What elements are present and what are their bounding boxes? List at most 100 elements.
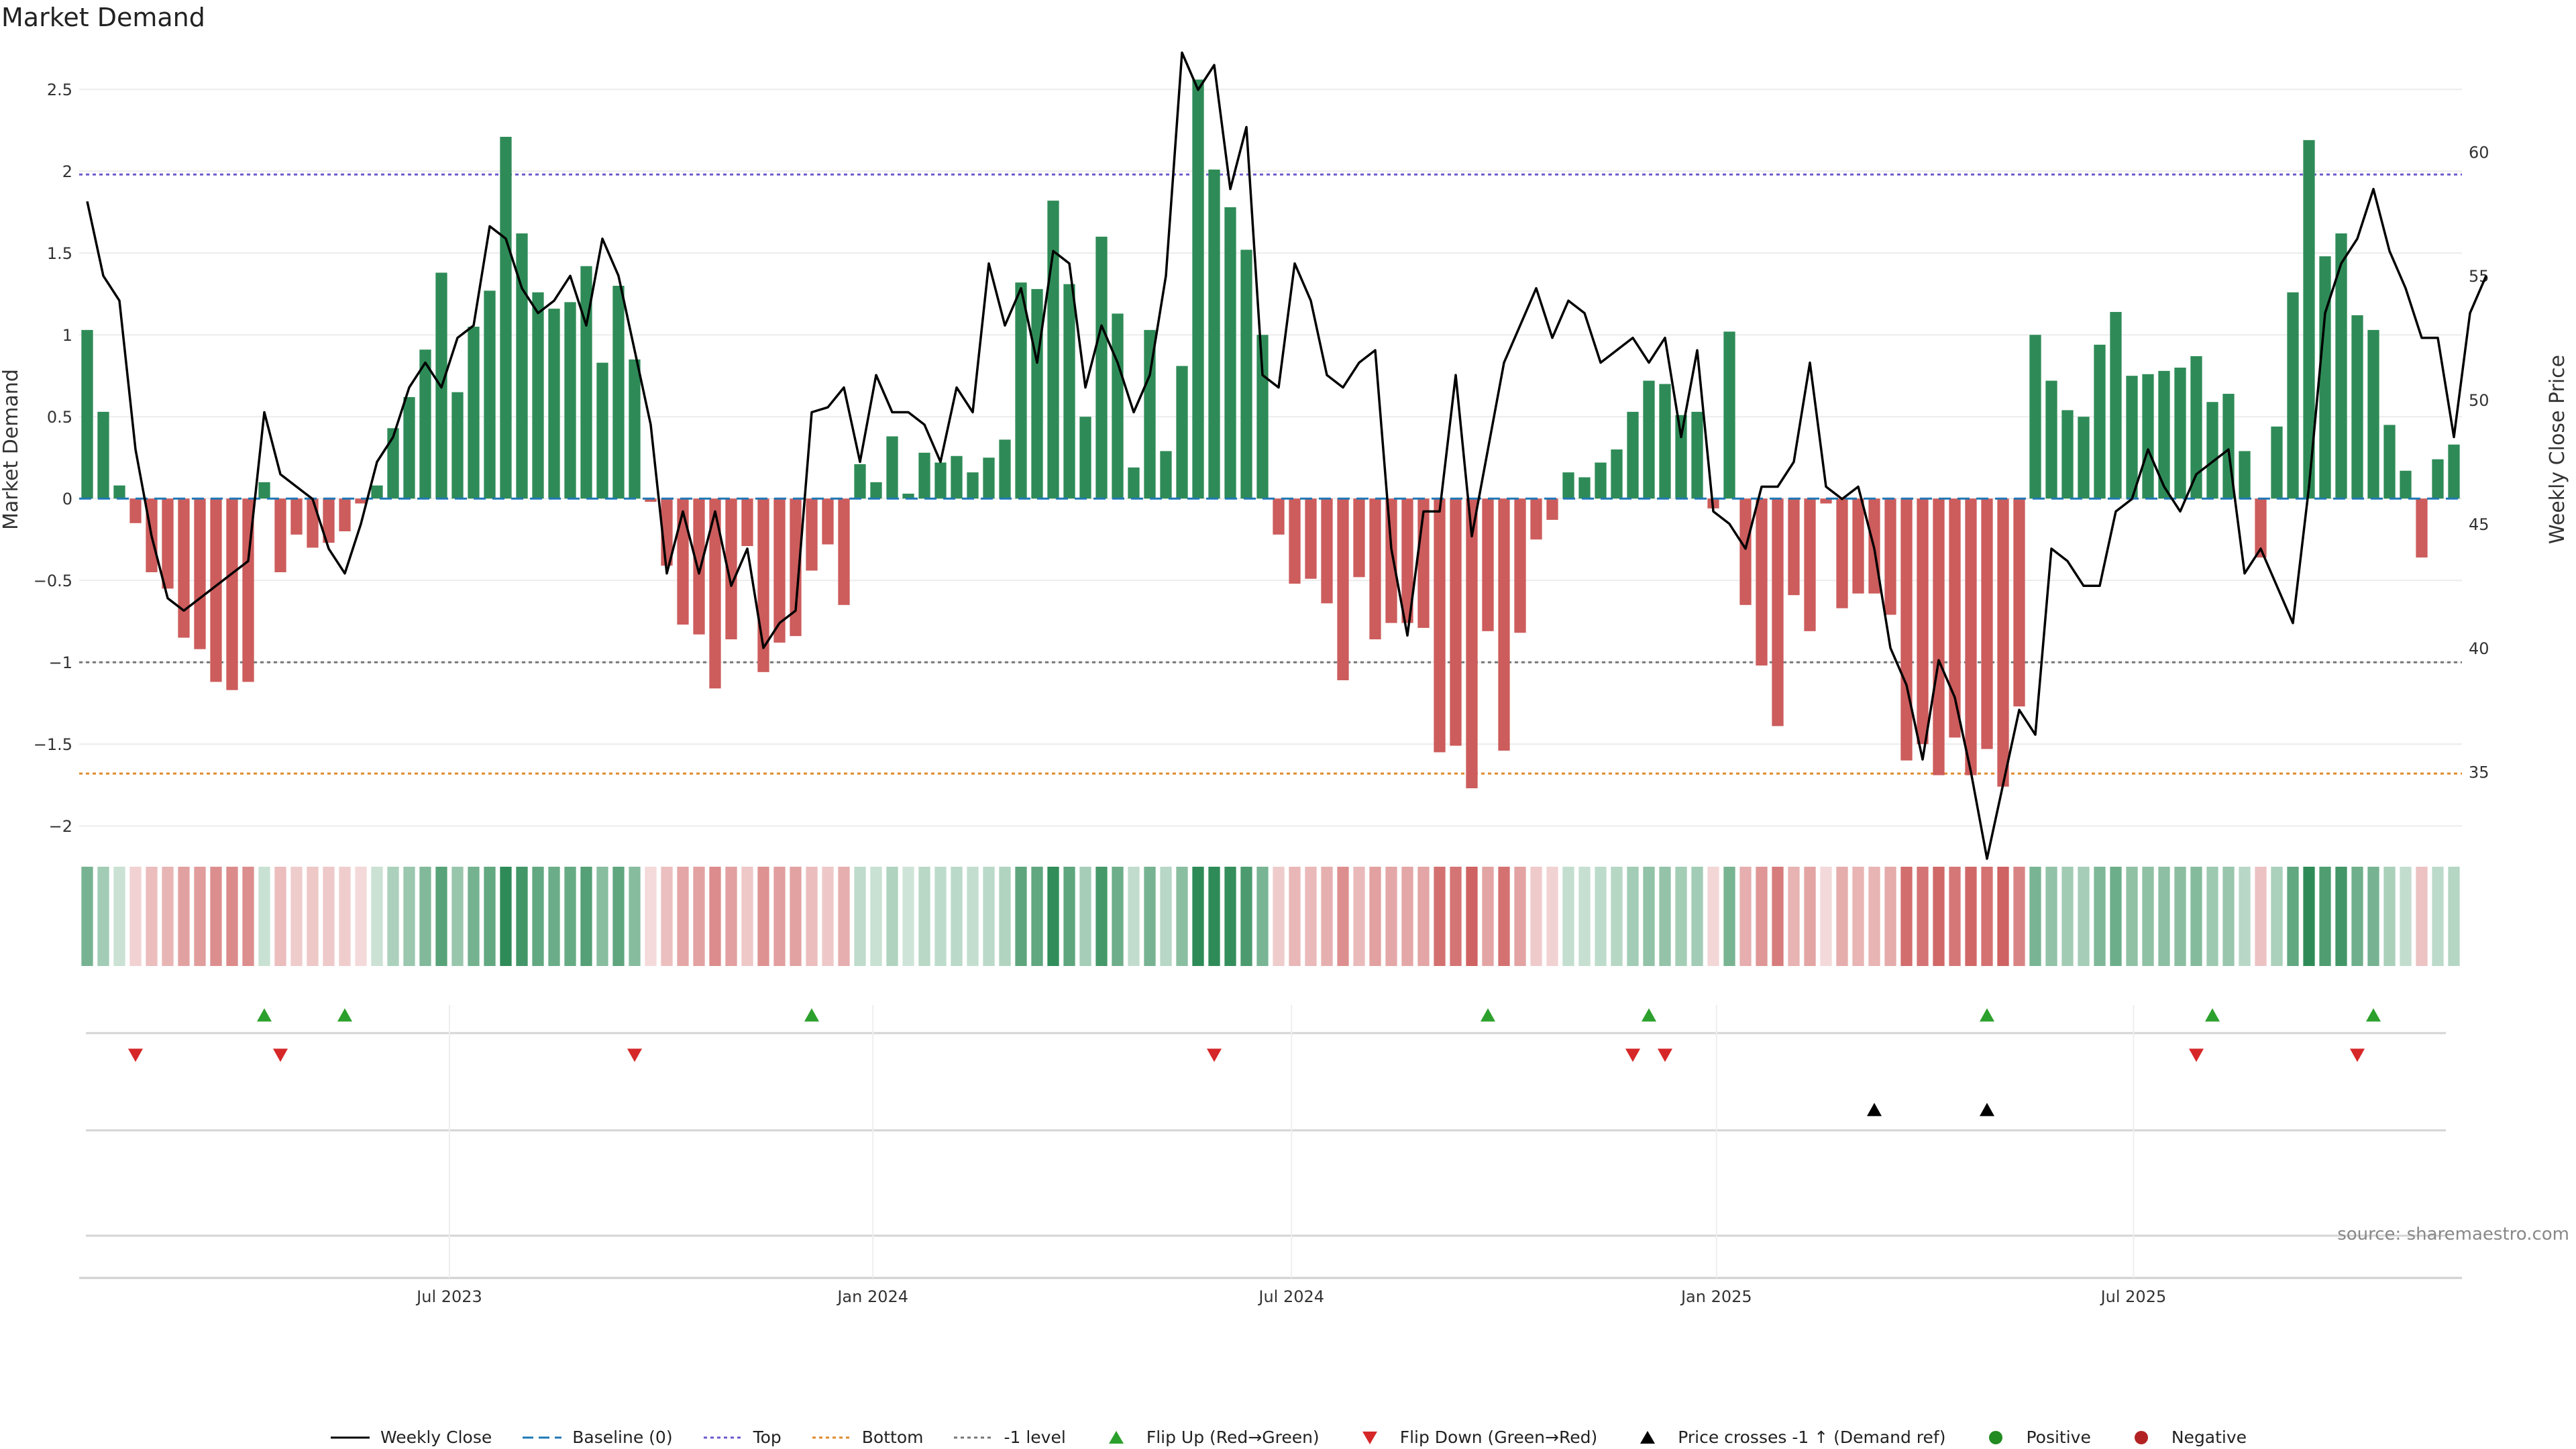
legend-item-bottom: Bottom [811, 1428, 923, 1447]
y-tick-label: 1.5 [47, 244, 72, 263]
flip-up-marker [337, 1008, 352, 1022]
heat-strip-cell [484, 867, 496, 966]
legend-item-minus1: -1 level [953, 1428, 1066, 1447]
legend: Weekly Close Baseline (0) Top Bottom -1 leve… [0, 1428, 2576, 1447]
demand-bar [371, 485, 383, 499]
demand-bar [387, 428, 399, 499]
demand-bar [2351, 315, 2363, 499]
demand-bar [500, 136, 512, 499]
heat-strip-cell [500, 867, 512, 966]
heat-strip-cell [677, 867, 689, 966]
demand-bar [2255, 498, 2267, 558]
heat-strip-cell [419, 867, 431, 966]
heat-strip-cell [532, 867, 544, 966]
heat-strip-cell [2383, 867, 2396, 966]
demand-bar [2029, 335, 2041, 499]
demand-bar [1836, 498, 1848, 608]
demand-bar [339, 498, 351, 531]
heat-strip-cell [258, 867, 270, 966]
demand-bar [1530, 498, 1542, 540]
heat-strip-cell [307, 867, 319, 966]
heat-strip-cell [1015, 867, 1027, 966]
heat-strip-cell [854, 867, 866, 966]
demand-bar [274, 498, 286, 572]
heat-strip-cell [194, 867, 206, 966]
heat-strip-cell [1256, 867, 1269, 966]
flip-down-marker [2350, 1049, 2365, 1062]
heat-strip-cell [403, 867, 415, 966]
demand-bar [1289, 498, 1301, 584]
heat-strip-cell [1160, 867, 1172, 966]
heat-strip-cell [468, 867, 480, 966]
heat-strip-cell [2013, 867, 2025, 966]
heat-strip-cell [1739, 867, 1752, 966]
heat-strip-cell [1546, 867, 1558, 966]
demand-bar [1401, 498, 1413, 623]
minus1-legend-icon [954, 1436, 994, 1438]
demand-bar [596, 362, 608, 499]
heat-strip-cell [1900, 867, 1913, 966]
y2-axis-label: Weekly Close Price [2546, 355, 2569, 544]
x-tick-label: Jul 2024 [1257, 1287, 1324, 1306]
y-tick-label: −1.5 [34, 735, 72, 754]
heat-strip-cell [2142, 867, 2154, 966]
heat-strip-cell [1933, 867, 1945, 966]
heat-strip-cell [918, 867, 930, 966]
demand-bar [838, 498, 850, 605]
heat-strip-cell [902, 867, 914, 966]
heat-strip-cell [725, 867, 737, 966]
legend-item-positive-dot: Positive [1975, 1428, 2091, 1447]
heat-strip-cell [548, 867, 560, 966]
heat-strip-cell [1192, 867, 1204, 966]
y-tick-label: 1 [62, 326, 72, 345]
demand-bar [2078, 417, 2090, 499]
demand-bar [2239, 451, 2251, 499]
heat-strip-cell [113, 867, 125, 966]
demand-bar [1659, 384, 1671, 499]
demand-bar [709, 498, 721, 689]
demand-bar [2335, 233, 2347, 499]
heat-strip-cell [1224, 867, 1236, 966]
heat-strip-cell [1611, 867, 1623, 966]
chart-title: Market Demand [1, 3, 205, 32]
demand-bar [741, 498, 753, 546]
demand-bar [934, 462, 947, 499]
y-tick-label: 0 [62, 490, 72, 508]
heat-strip-cell [2351, 867, 2363, 966]
demand-bar [1772, 498, 1784, 727]
demand-bar [645, 498, 657, 502]
y-tick-label: 2 [62, 162, 72, 181]
heat-strip-cell [2335, 867, 2347, 966]
legend-item-flip-up: Flip Up (Red→Green) [1095, 1428, 1320, 1447]
demand-bar [419, 350, 431, 499]
flip-up-marker [1481, 1008, 1495, 1022]
heat-strip-cell [387, 867, 399, 966]
heat-strip-cell [146, 867, 158, 966]
heat-strip-cell [2190, 867, 2202, 966]
heat-strip-cell [983, 867, 995, 966]
demand-bar [983, 458, 995, 499]
demand-bar [1224, 207, 1236, 499]
heat-strip-cell [1949, 867, 1961, 966]
demand-bar [2367, 329, 2379, 499]
heat-strip-cell [2078, 867, 2090, 966]
legend-item-price: Weekly Close [329, 1428, 492, 1447]
heat-strip-cell [1820, 867, 1832, 966]
demand-bar [1192, 79, 1204, 499]
heat-strip-cell [2416, 867, 2428, 966]
flip-up-legend-icon [1108, 1430, 1124, 1444]
heat-strip-cell [1514, 867, 1526, 966]
demand-bar [1578, 477, 1591, 499]
demand-bar [1884, 498, 1896, 615]
demand-bar [1498, 498, 1510, 751]
y-tick-label: 2.5 [47, 80, 72, 99]
baseline-legend-icon [523, 1436, 562, 1438]
demand-bar [1305, 498, 1317, 579]
heat-strip-cell [451, 867, 464, 966]
heat-strip-cell [1482, 867, 1494, 966]
heat-strip-cell [773, 867, 786, 966]
demand-bar [2287, 292, 2299, 499]
heat-strip-cell [1884, 867, 1896, 966]
demand-bar [2319, 256, 2331, 499]
